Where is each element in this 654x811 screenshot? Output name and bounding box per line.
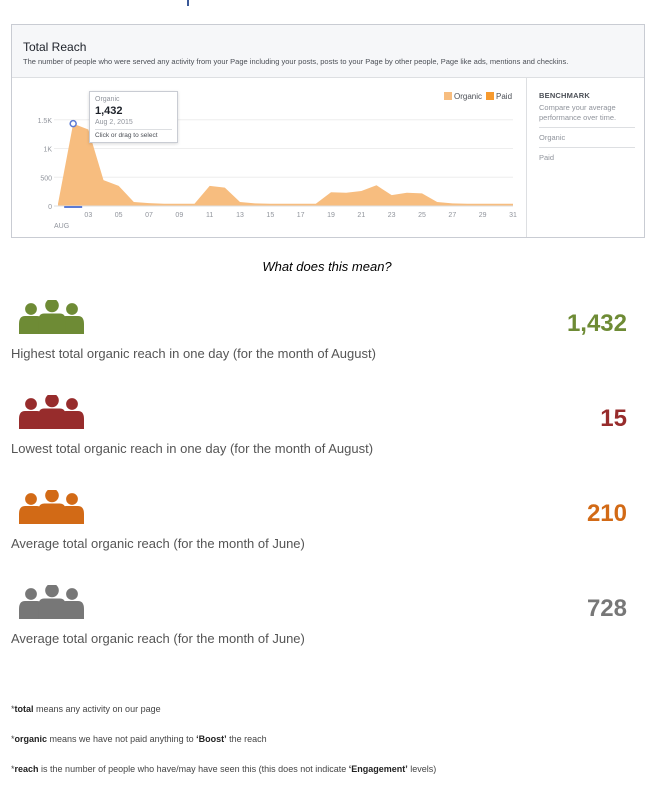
organic-point [57,203,59,205]
legend-organic[interactable]: Organic [444,92,482,101]
stat-value: 15 [600,405,627,432]
x-tick-label: 25 [418,212,426,219]
organic-area [58,123,513,206]
organic-point [133,201,135,203]
x-tick-label: 07 [145,212,153,219]
stat-row: 210 Average total organic reach (for the … [0,480,654,570]
stat-value: 210 [586,500,627,527]
x-tick-label: 17 [297,212,305,219]
x-tick-label: 11 [206,212,213,219]
question-heading: What does this mean? [262,259,392,274]
organic-point [436,201,438,203]
organic-point [254,202,256,204]
people-group-icon [19,300,84,334]
note-organic: *organic means we have not paid anything… [11,734,267,744]
x-tick-label: 21 [357,212,365,219]
panel-title: Total Reach [23,40,87,54]
y-tick-label: 1.5K [38,118,53,125]
organic-point [269,203,271,205]
x-tick-label: 05 [115,212,123,219]
organic-point [315,203,317,205]
organic-point [512,203,514,205]
panel-description: The number of people who were served any… [23,57,569,66]
people-group-icon [19,490,84,524]
stat-row: 15 Lowest total organic reach in one day … [0,385,654,475]
x-tick-label: 03 [84,212,92,219]
organic-point [481,203,483,205]
tooltip-series: Organic [95,96,120,103]
x-tick-label: 29 [479,212,487,219]
x-tick-label: 23 [388,212,396,219]
organic-point [451,202,453,204]
organic-point [330,191,332,193]
stat-value: 1,432 [566,310,627,337]
legend-paid-swatch [486,92,494,100]
y-tick-label: 0 [48,204,52,211]
organic-point [72,122,74,124]
stat-row: 1,432 Highest total organic reach in one … [0,290,654,380]
benchmark-title: BENCHMARK [539,91,590,100]
organic-point [148,202,150,204]
x-tick-label: 31 [509,212,517,219]
organic-point [224,186,226,188]
tooltip-hint: Click or drag to select [95,132,158,139]
organic-point [299,203,301,205]
people-group-icon [19,585,84,619]
benchmark-organic[interactable]: Organic [539,133,566,142]
x-month-label: AUG [54,223,69,230]
note-reach: *reach is the number of people who have/… [11,764,437,774]
organic-point [284,203,286,205]
total-reach-panel: Total Reach The number of people who wer… [11,24,645,238]
stat-label: Average total organic reach (for the mon… [11,631,305,646]
chart-tooltip: Organic 1,432 Aug 2, 2015 Click or drag … [89,91,178,143]
organic-point [390,194,392,196]
y-tick-label: 500 [40,175,52,182]
organic-point [406,192,408,194]
x-tick-label: 09 [175,212,183,219]
tooltip-value: 1,432 [95,105,123,117]
x-tick-label: 13 [236,212,244,219]
stat-label: Average total organic reach (for the mon… [11,536,305,551]
benchmark-divider [539,147,635,148]
organic-point [193,203,195,205]
tooltip-divider [95,129,172,130]
organic-point [208,185,210,187]
organic-point [163,203,165,205]
stat-value: 728 [586,595,627,622]
organic-point [178,203,180,205]
tooltip-date: Aug 2, 2015 [95,119,133,126]
stat-label: Highest total organic reach in one day (… [11,346,376,361]
y-tick-label: 1K [43,147,52,154]
legend-organic-swatch [444,92,452,100]
top-edge-mark [187,0,189,6]
x-tick-label: 27 [448,212,456,219]
benchmark-sidebar: BENCHMARK Compare your average performan… [526,77,644,237]
stat-row: 728 Average total organic reach (for the … [0,575,654,665]
peak-point [69,119,77,128]
organic-point [102,179,104,181]
organic-point [117,185,119,187]
legend-paid[interactable]: Paid [486,92,512,101]
organic-point [360,190,362,192]
panel-header: Total Reach The number of people who wer… [12,25,644,78]
x-tick-label: 19 [327,212,335,219]
organic-point [421,192,423,194]
organic-point [497,203,499,205]
organic-point [345,192,347,194]
x-tick-label: 15 [266,212,274,219]
note-total: *total means any activity on our page [11,704,161,714]
organic-point [375,184,377,186]
organic-point [239,201,241,203]
legend-organic-label: Organic [454,92,483,101]
organic-point [466,203,468,205]
benchmark-description: Compare your average performance over ti… [539,103,617,122]
stat-label: Lowest total organic reach in one day (f… [11,441,374,456]
legend-paid-label: Paid [496,92,513,101]
benchmark-paid[interactable]: Paid [539,153,555,162]
benchmark-divider [539,127,635,128]
people-group-icon [19,395,84,429]
